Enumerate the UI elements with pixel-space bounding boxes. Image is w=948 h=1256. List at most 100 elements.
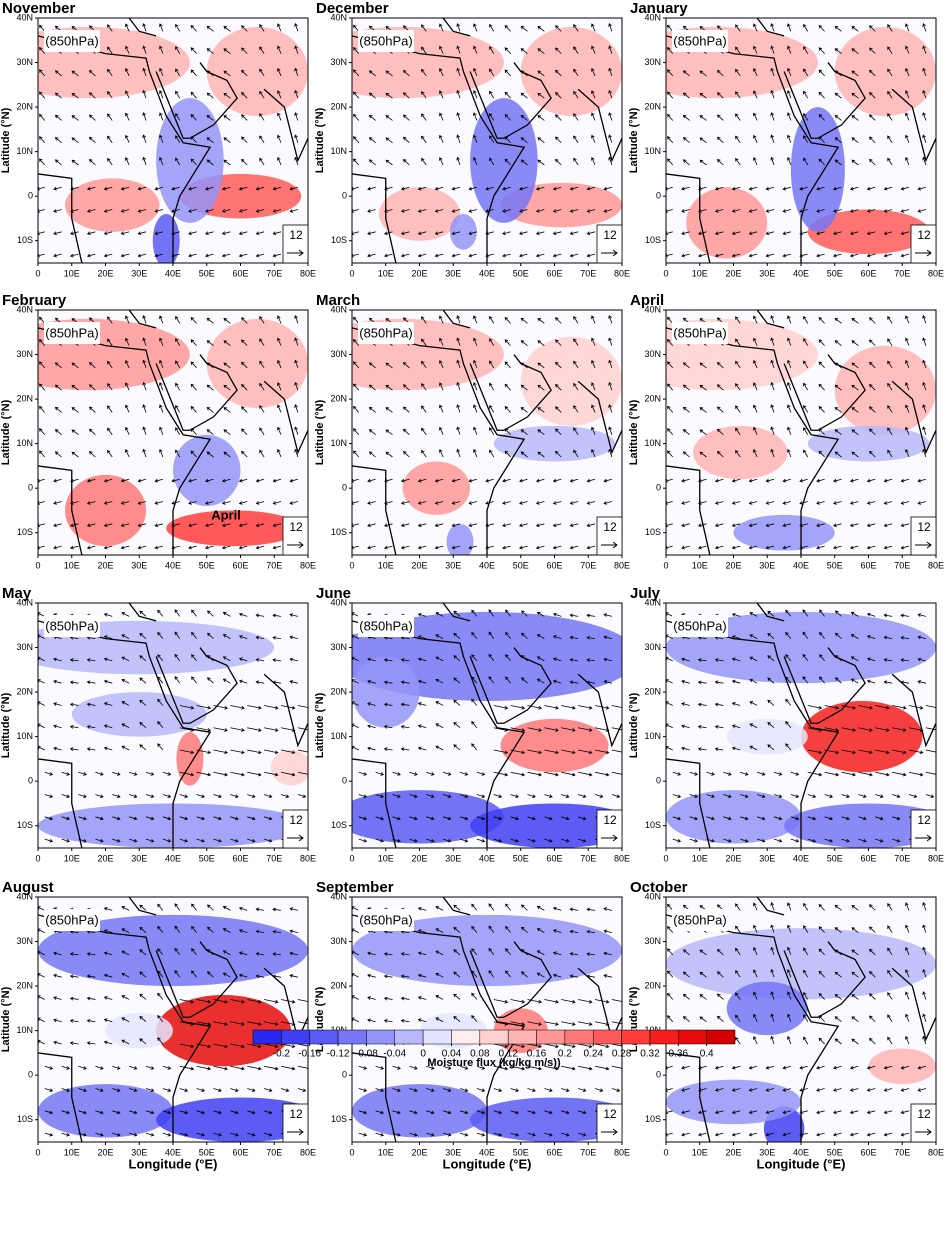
wind-vector	[222, 678, 231, 684]
wind-vector	[520, 451, 528, 458]
wind-vector	[272, 635, 282, 640]
wind-vector	[510, 771, 526, 777]
wind-vector	[905, 382, 910, 391]
wind-vector	[818, 361, 825, 369]
wind-vector	[206, 632, 214, 639]
wind-vector	[504, 24, 511, 32]
wind-vector	[519, 231, 528, 236]
wind-vector	[221, 478, 231, 483]
wind-vector	[520, 904, 528, 911]
wind-vector	[159, 404, 164, 413]
wind-vector	[883, 1088, 893, 1092]
wind-vector	[103, 996, 113, 1000]
wind-vector	[255, 501, 265, 505]
wind-vector	[375, 794, 385, 799]
wind-vector	[925, 727, 936, 731]
wind-vector	[887, 449, 893, 458]
y-tick-label: 0	[342, 483, 347, 493]
wind-vector	[869, 428, 876, 436]
wind-vector	[681, 1110, 690, 1115]
wind-vector	[230, 1110, 239, 1115]
wind-vector	[697, 702, 707, 707]
wind-vector	[86, 952, 96, 956]
wind-vector	[833, 1065, 842, 1070]
wind-vector	[682, 993, 690, 1000]
wind-vector	[519, 209, 528, 213]
wind-vector	[887, 68, 893, 77]
wind-vector	[735, 970, 741, 978]
wind-vector	[476, 1110, 486, 1115]
level-box	[44, 30, 100, 52]
wind-vector	[787, 45, 792, 54]
y-tick-label: 40N	[16, 597, 33, 607]
wind-vector	[230, 794, 239, 799]
wind-vector	[191, 654, 197, 662]
wind-vector	[294, 23, 299, 32]
wind-vector	[866, 523, 876, 528]
wind-vector	[53, 231, 62, 236]
wind-vector	[833, 523, 842, 528]
wind-vector	[277, 404, 282, 413]
wind-vector	[922, 23, 927, 32]
wind-vector	[223, 318, 231, 324]
wind-vector	[353, 158, 360, 166]
wind-vector	[443, 1132, 452, 1137]
wind-vector	[767, 632, 775, 639]
x-tick-label: 0	[35, 853, 40, 863]
wind-vector	[112, 1110, 121, 1115]
y-tick-label: 40N	[330, 304, 347, 314]
wind-vector	[471, 1015, 478, 1022]
wind-vector	[667, 903, 674, 911]
wind-vector	[735, 68, 741, 77]
wind-vector	[297, 1043, 308, 1047]
wind-vector	[352, 723, 359, 729]
wind-vector	[905, 23, 910, 32]
wind-vector	[682, 70, 690, 77]
wind-vector	[866, 657, 876, 662]
wind-vector	[858, 749, 873, 755]
wind-vector	[489, 157, 495, 166]
wind-vector	[816, 1088, 825, 1092]
x-tick-label: 30E	[445, 268, 461, 278]
wind-vector	[434, 545, 444, 550]
wind-vector	[858, 705, 873, 710]
wind-vector	[493, 794, 503, 799]
wind-vector	[375, 1088, 385, 1093]
wind-vector	[145, 1088, 155, 1093]
wind-vector	[400, 231, 410, 236]
wind-vector	[834, 70, 842, 77]
x-axis-label: Longitude (°E)	[757, 1156, 846, 1171]
wind-vector	[552, 951, 562, 956]
wind-vector	[439, 404, 444, 413]
wind-vector	[493, 1065, 509, 1071]
x-tick-label: 40E	[793, 560, 809, 570]
wind-vector	[417, 657, 427, 662]
map-panel	[38, 310, 308, 555]
wind-vector	[887, 157, 893, 166]
wind-vector	[459, 1065, 469, 1070]
x-tick-label: 50E	[199, 853, 215, 863]
wind-vector	[849, 478, 859, 483]
wind-vector	[297, 999, 308, 1002]
x-tick-label: 20E	[97, 1147, 113, 1157]
wind-vector	[175, 68, 181, 77]
panel-title: November	[2, 0, 76, 17]
wind-vector	[400, 680, 410, 685]
x-tick-label: 30E	[445, 560, 461, 570]
wind-vector	[681, 478, 690, 483]
wind-vector	[765, 1065, 775, 1070]
wind-vector	[681, 545, 690, 550]
wind-vector	[272, 680, 282, 685]
wind-vector	[892, 749, 907, 755]
wind-vector	[900, 658, 910, 662]
wind-vector	[69, 702, 79, 707]
x-tick-label: 40E	[479, 268, 495, 278]
wind-vector	[488, 609, 495, 617]
wind-vector	[95, 1065, 104, 1070]
wind-vector	[716, 428, 724, 436]
wind-vector	[667, 1015, 674, 1022]
wind-vector	[816, 1132, 825, 1137]
wind-vector	[103, 679, 113, 684]
wind-vector	[159, 359, 164, 369]
wind-vector	[552, 973, 562, 978]
